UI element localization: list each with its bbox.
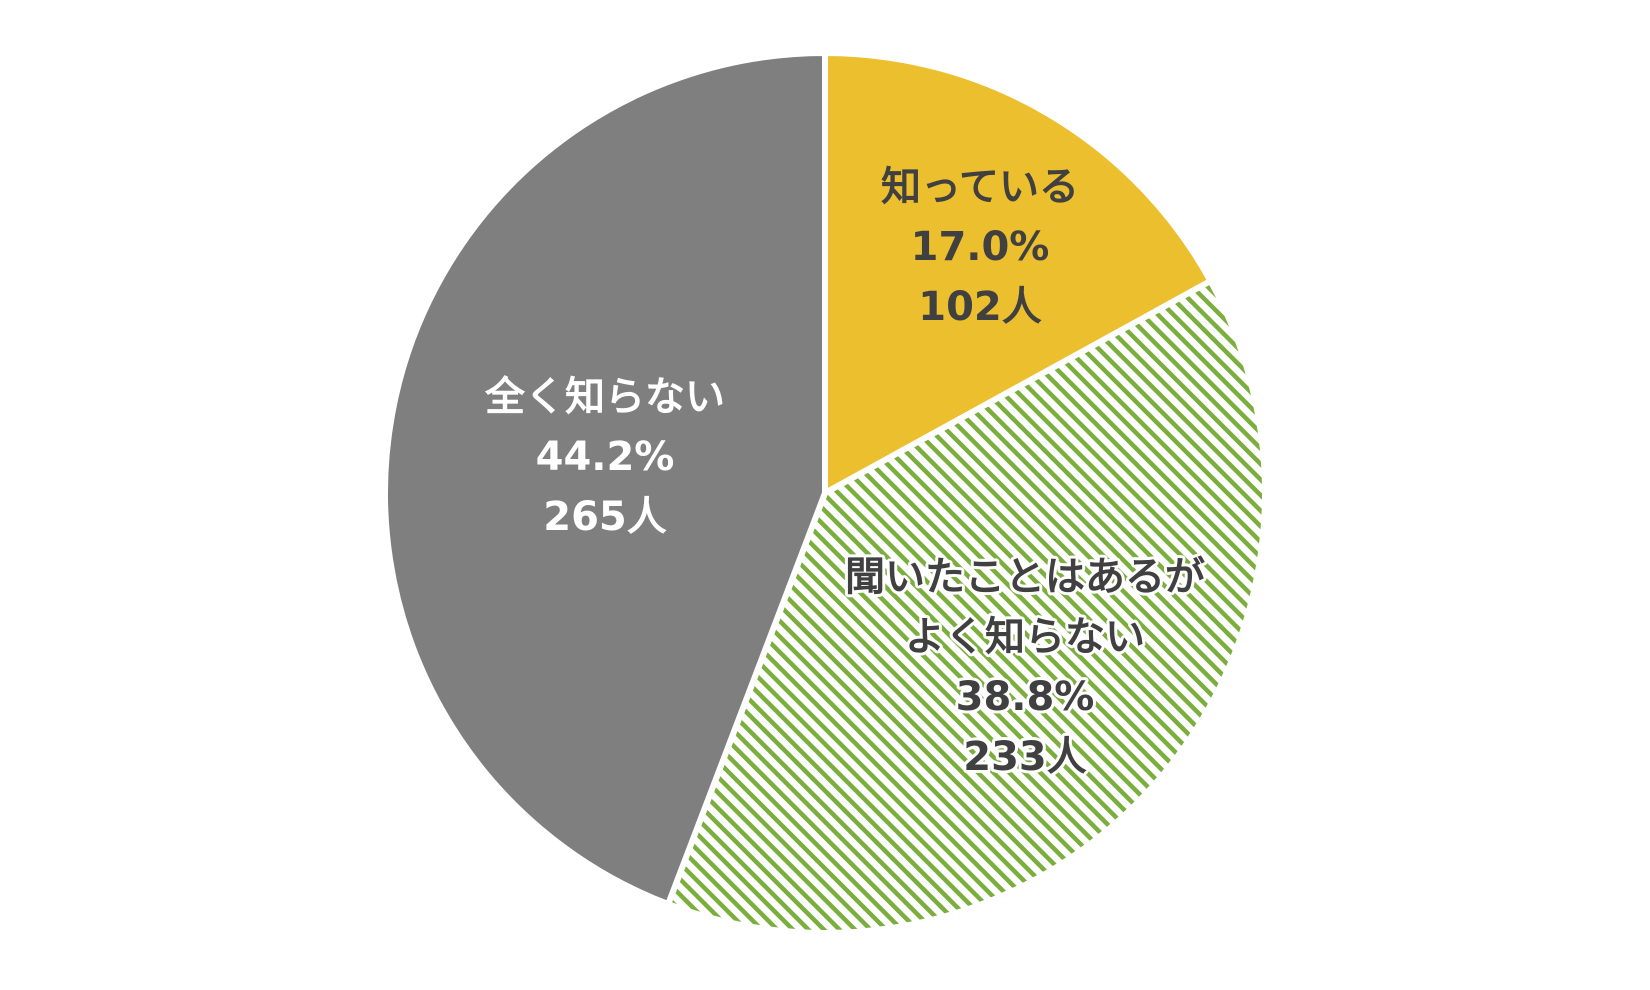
slice-count-label: 265人 xyxy=(543,494,667,540)
slice-percent-label: 44.2% xyxy=(536,434,675,480)
pie-slice xyxy=(382,50,828,908)
slice-percent-label: 38.8% xyxy=(956,674,1095,720)
pie-slice xyxy=(822,50,1214,496)
slice-label: 聞いたことはあるが xyxy=(845,554,1205,600)
slice-count-label: 233人 xyxy=(963,734,1087,780)
slice-label: 全く知らない xyxy=(484,374,725,420)
slice-percent-label: 17.0% xyxy=(911,224,1050,270)
slice-count-label: 102人 xyxy=(918,284,1042,330)
pie-slice xyxy=(665,278,1268,936)
slice-label: 知っている xyxy=(881,164,1079,210)
slice-label: よく知らない xyxy=(905,614,1145,660)
